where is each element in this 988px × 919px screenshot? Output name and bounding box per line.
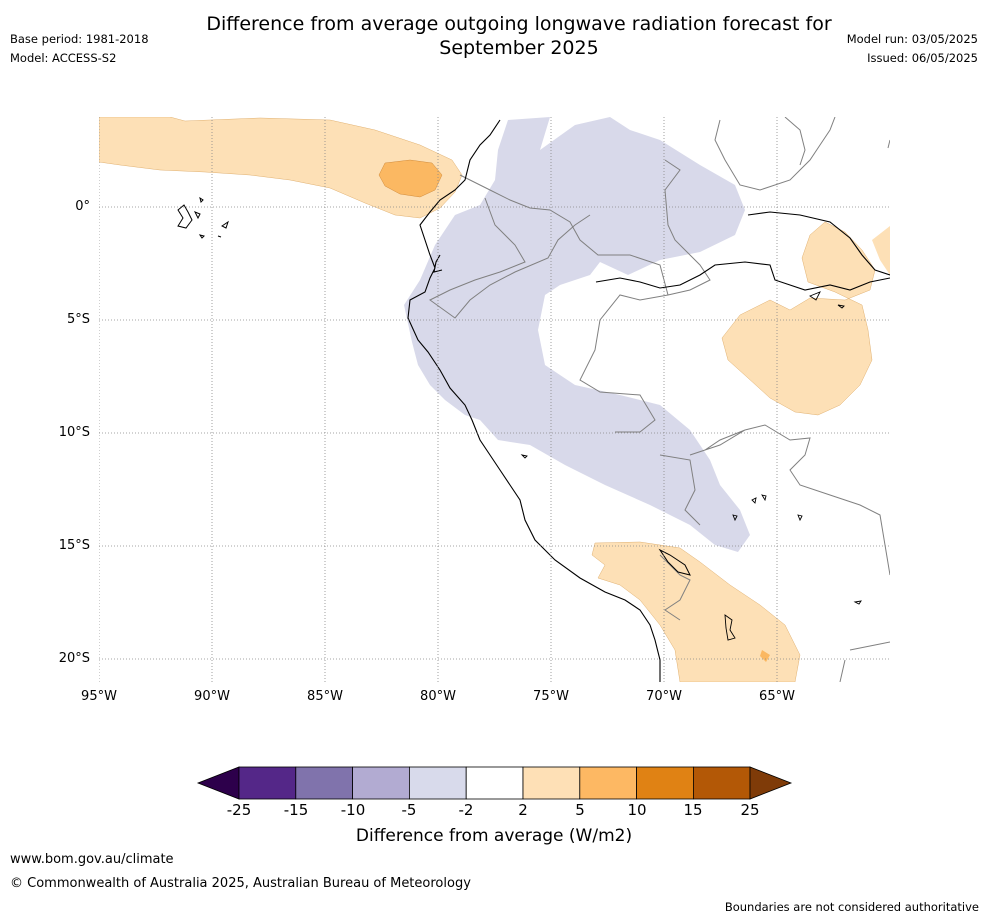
coastline <box>407 119 890 682</box>
colorbar-label-1: -25 <box>226 801 252 819</box>
title-line-2: September 2025 <box>439 37 599 59</box>
colorbar-label-8: 10 <box>627 801 647 819</box>
lon-label-85w: 85°W <box>307 689 343 704</box>
model-run: Model run: 03/05/2025 <box>846 32 978 46</box>
title-line-1: Difference from average outgoing longwav… <box>206 13 832 35</box>
colorbar-swatch-1 <box>238 766 297 800</box>
colorbar-label-7: 5 <box>575 801 585 819</box>
lake-titicaca <box>658 548 691 576</box>
anomaly-negative-andes <box>404 117 750 552</box>
small-lakes <box>520 291 862 641</box>
lon-label-90w: 90°W <box>194 689 230 704</box>
copyright-text: © Commonwealth of Australia 2025, Austra… <box>10 876 471 891</box>
colorbar-swatch-7 <box>579 766 637 800</box>
colorbar-extend-low <box>196 766 240 800</box>
model-name: Model: ACCESS-S2 <box>10 51 117 65</box>
colorbar-swatch-3 <box>352 766 410 800</box>
anomaly-positive-north-pacific <box>99 117 463 219</box>
lat-label-0: 0° <box>75 199 90 214</box>
colorbar-swatch-4 <box>408 766 467 800</box>
country-borders <box>429 117 890 682</box>
lon-label-95w: 95°W <box>81 689 117 704</box>
colorbar <box>196 766 793 800</box>
colorbar-extend-high <box>749 766 793 800</box>
colorbar-swatch-8 <box>636 766 694 800</box>
galapagos-islands <box>177 196 229 239</box>
base-period: Base period: 1981-2018 <box>10 32 149 46</box>
colorbar-label-2: -15 <box>283 801 309 819</box>
anomaly-positive-altiplano <box>591 541 801 682</box>
colorbar-swatch-9 <box>693 766 751 800</box>
colorbar-label-9: 15 <box>683 801 703 819</box>
issued-date: Issued: 06/05/2025 <box>867 51 978 65</box>
lon-label-70w: 70°W <box>646 689 682 704</box>
colorbar-label-4: -5 <box>401 801 417 819</box>
colorbar-swatch-6 <box>522 766 581 800</box>
colorbar-swatch-5 <box>465 766 524 800</box>
colorbar-label-5: -2 <box>458 801 474 819</box>
anomaly-strong-spot <box>760 650 770 662</box>
colorbar-title: Difference from average (W/m2) <box>355 826 633 846</box>
lat-label-20s: 20°S <box>58 651 90 666</box>
colorbar-label-3: -10 <box>340 801 366 819</box>
anomaly-strong-north-pacific <box>378 159 443 198</box>
lon-label-80w: 80°W <box>420 689 456 704</box>
anomaly-positive-amazon <box>721 221 876 416</box>
lat-label-5s: 5°S <box>66 312 90 327</box>
lat-label-15s: 15°S <box>58 538 90 553</box>
anomaly-positive-east-edge <box>872 226 890 275</box>
colorbar-swatch-2 <box>295 766 353 800</box>
page-title: Difference from average outgoing longwav… <box>0 12 988 60</box>
colorbar-label-6: 2 <box>518 801 528 819</box>
gridlines <box>99 117 890 682</box>
disclaimer-text: Boundaries are not considered authoritat… <box>724 900 979 914</box>
website-text: www.bom.gov.au/climate <box>10 852 174 867</box>
colorbar-label-10: 25 <box>740 801 760 819</box>
lat-label-10s: 10°S <box>58 425 90 440</box>
lon-label-65w: 65°W <box>759 689 795 704</box>
lon-label-75w: 75°W <box>533 689 569 704</box>
